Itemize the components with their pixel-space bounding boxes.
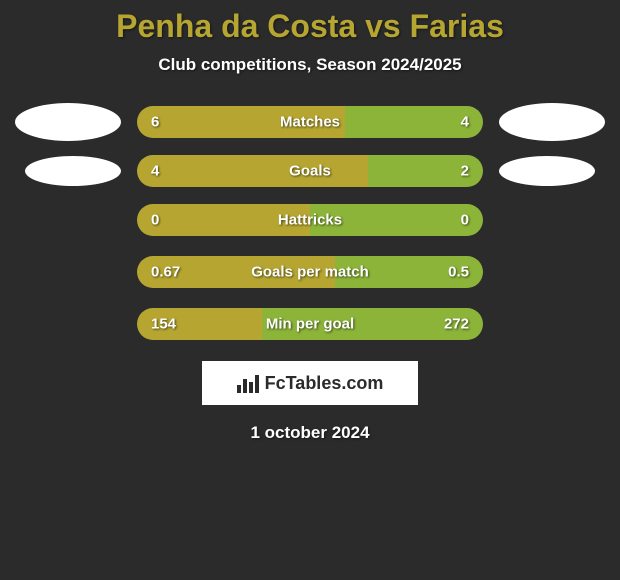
stat-value-left: 154 bbox=[151, 316, 176, 333]
stat-row: Goals per match 0.67 0.5 bbox=[0, 253, 620, 291]
subtitle: Club competitions, Season 2024/2025 bbox=[0, 55, 620, 75]
bars-icon bbox=[237, 373, 259, 393]
stat-value-right: 4 bbox=[461, 114, 469, 131]
stat-row: Goals 4 2 bbox=[0, 155, 620, 187]
date-text: 1 october 2024 bbox=[0, 423, 620, 443]
stat-bar: Hattricks 0 0 bbox=[137, 204, 483, 236]
avatar-right bbox=[499, 156, 595, 186]
stat-bar: Matches 6 4 bbox=[137, 106, 483, 138]
stat-value-left: 0.67 bbox=[151, 264, 180, 281]
brand-box: FcTables.com bbox=[202, 361, 418, 405]
stats-container: Matches 6 4 Goals 4 2 Hattricks 0 0 Goals per mat… bbox=[0, 103, 620, 343]
stat-row: Hattricks 0 0 bbox=[0, 201, 620, 239]
avatar-right bbox=[499, 103, 605, 141]
stat-value-right: 2 bbox=[461, 163, 469, 180]
brand-text: FcTables.com bbox=[265, 373, 384, 394]
stat-bar: Min per goal 154 272 bbox=[137, 308, 483, 340]
stat-value-right: 0 bbox=[461, 212, 469, 229]
stat-row: Min per goal 154 272 bbox=[0, 305, 620, 343]
stat-value-left: 0 bbox=[151, 212, 159, 229]
stat-value-right: 272 bbox=[444, 316, 469, 333]
bar-left-fill bbox=[137, 155, 368, 187]
stat-label: Hattricks bbox=[278, 212, 342, 229]
stat-value-left: 4 bbox=[151, 163, 159, 180]
stat-value-right: 0.5 bbox=[448, 264, 469, 281]
stat-bar: Goals per match 0.67 0.5 bbox=[137, 256, 483, 288]
page-title: Penha da Costa vs Farias bbox=[0, 0, 620, 45]
stat-label: Min per goal bbox=[266, 316, 354, 333]
stat-label: Goals per match bbox=[251, 264, 369, 281]
stat-row: Matches 6 4 bbox=[0, 103, 620, 141]
stat-value-left: 6 bbox=[151, 114, 159, 131]
stat-label: Matches bbox=[280, 114, 340, 131]
avatar-left bbox=[25, 156, 121, 186]
stat-bar: Goals 4 2 bbox=[137, 155, 483, 187]
stat-label: Goals bbox=[289, 163, 331, 180]
avatar-left bbox=[15, 103, 121, 141]
